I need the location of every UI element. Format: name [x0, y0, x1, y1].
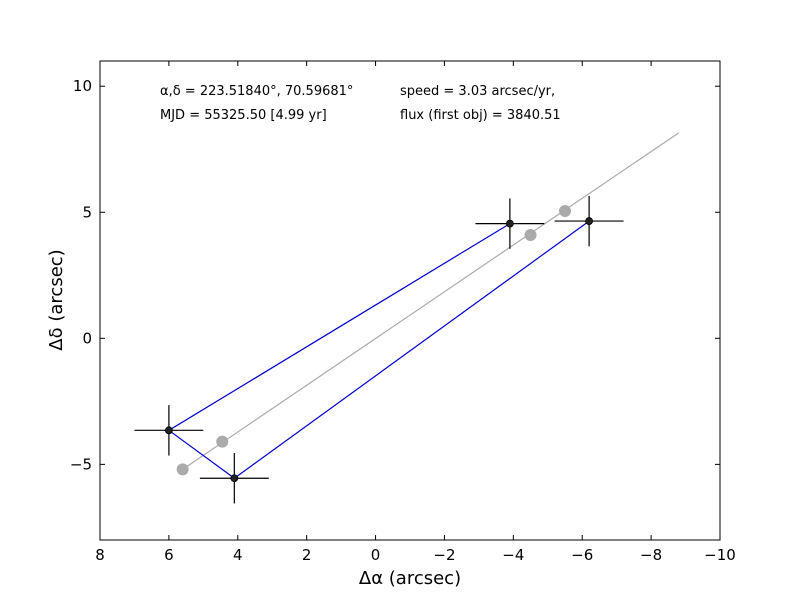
- measured-point: [585, 217, 594, 225]
- x-tick-label: 0: [371, 546, 381, 564]
- annotation-speed: speed = 3.03 arcsec/yr,: [400, 84, 555, 99]
- y-tick-label: −5: [70, 455, 92, 473]
- y-tick-label: 5: [82, 203, 92, 221]
- y-tick-label: 10: [73, 77, 92, 95]
- x-tick-label: −2: [433, 546, 455, 564]
- y-tick-label: 0: [82, 329, 92, 347]
- model-point: [216, 435, 229, 448]
- model-point: [524, 228, 537, 241]
- measured-path-line: [167, 220, 590, 479]
- y-axis-label: Δδ (arcsec): [46, 249, 67, 350]
- x-tick-label: −4: [502, 546, 524, 564]
- x-tick-label: 8: [95, 546, 105, 564]
- tick-layer: 8 6 4 2 0 −2 −4 −6 −8 −10 10 5 0 −5: [70, 61, 736, 564]
- annotation-flux: flux (first obj) = 3840.51: [400, 108, 561, 123]
- plot-frame: [99, 60, 721, 541]
- x-tick-label: −8: [640, 546, 662, 564]
- measured-point: [230, 474, 239, 483]
- plot-background: [100, 61, 720, 540]
- annotation-coords: α,δ = 223.51840°, 70.59681°: [160, 84, 353, 99]
- model-point: [559, 205, 571, 218]
- x-tick-label: −10: [704, 546, 736, 564]
- model-track-line: [182, 132, 680, 470]
- annotation-mjd: MJD = 55325.50 [4.99 yr]: [160, 108, 327, 123]
- x-axis-label: Δα (arcsec): [359, 568, 461, 589]
- x-tick-label: 2: [302, 546, 312, 564]
- x-tick-label: 6: [164, 546, 174, 564]
- x-tick-label: −6: [571, 546, 593, 564]
- x-tick-label: 4: [233, 546, 243, 564]
- model-point: [176, 463, 189, 476]
- measured-point: [505, 219, 514, 228]
- data-layer: [134, 132, 680, 504]
- measured-point: [164, 426, 173, 435]
